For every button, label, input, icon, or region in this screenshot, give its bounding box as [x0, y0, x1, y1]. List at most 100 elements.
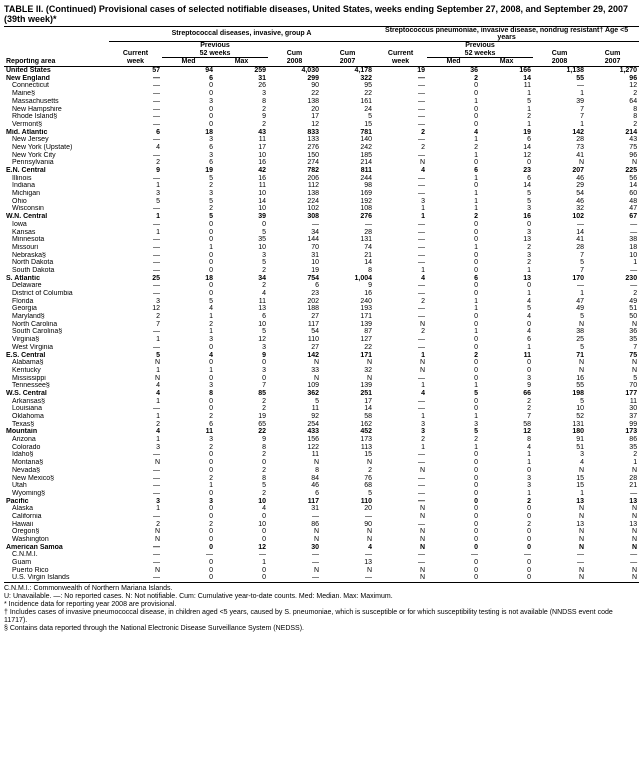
row-label: Guam [4, 559, 109, 567]
data-cell: — [109, 290, 162, 298]
table-row: Idaho§—021115—0132 [4, 451, 639, 459]
data-cell: 96 [586, 75, 639, 83]
data-cell: 2 [480, 398, 533, 406]
data-cell: 1 [109, 398, 162, 406]
data-cell: 2 [109, 313, 162, 321]
data-cell: 34 [268, 229, 321, 237]
data-cell: 1 [480, 290, 533, 298]
data-cell: — [374, 559, 427, 567]
data-cell: N [374, 367, 427, 375]
data-cell: 8 [215, 444, 268, 452]
data-cell: 206 [268, 175, 321, 183]
data-cell: 214 [586, 129, 639, 137]
data-cell: 1 [427, 244, 480, 252]
data-cell: 0 [215, 221, 268, 229]
data-cell: N [374, 528, 427, 536]
data-cell: N [374, 359, 427, 367]
data-cell: 0 [427, 252, 480, 260]
table-row: West Virginia—032722—0157 [4, 344, 639, 352]
data-cell: 109 [268, 382, 321, 390]
row-label: Pacific [4, 498, 109, 506]
data-cell: 11 [215, 136, 268, 144]
data-cell: N [533, 544, 586, 552]
data-cell: 0 [427, 490, 480, 498]
row-label: Washington [4, 536, 109, 544]
data-cell: 0 [162, 505, 215, 513]
table-row: U.S. Virgin Islands—00——N00NN [4, 574, 639, 582]
data-cell: 21 [321, 252, 374, 260]
row-label: Vermont§ [4, 121, 109, 129]
data-cell: — [109, 282, 162, 290]
data-cell: 17 [321, 398, 374, 406]
data-cell: 0 [427, 121, 480, 129]
data-cell: 4 [162, 305, 215, 313]
row-label: Maryland§ [4, 313, 109, 321]
data-cell: 0 [162, 459, 215, 467]
data-cell: 5 [533, 398, 586, 406]
table-row: Maryland§21627171—04550 [4, 313, 639, 321]
row-label: Nebraska§ [4, 252, 109, 260]
data-cell: 0 [215, 528, 268, 536]
data-cell: 11 [480, 82, 533, 90]
data-cell: 13 [215, 305, 268, 313]
data-cell: 39 [215, 213, 268, 221]
data-cell: 27 [268, 344, 321, 352]
table-row: Kentucky1133332N00NN [4, 367, 639, 375]
data-cell: 185 [321, 152, 374, 160]
data-cell: 0 [162, 528, 215, 536]
table-row: MississippiN00NN—03165 [4, 375, 639, 383]
data-cell: 144 [268, 236, 321, 244]
data-cell: — [533, 221, 586, 229]
data-cell: 11 [480, 352, 533, 360]
data-cell: 0 [427, 82, 480, 90]
table-title: TABLE II. (Continued) Provisional cases … [4, 4, 637, 24]
data-cell: — [109, 244, 162, 252]
data-cell: 2 [427, 352, 480, 360]
data-cell: 1 [374, 352, 427, 360]
data-cell: 4 [427, 129, 480, 137]
data-cell: N [533, 321, 586, 329]
table-row: Delaware—0269—00—— [4, 282, 639, 290]
data-cell: 1 [480, 344, 533, 352]
cum-label-1b: Cum [321, 50, 374, 58]
data-cell: 10 [215, 190, 268, 198]
data-cell: — [109, 221, 162, 229]
current-label-2: Current [374, 50, 427, 58]
data-cell: 38 [586, 236, 639, 244]
data-cell: 1 [109, 505, 162, 513]
row-label: Mid. Atlantic [4, 129, 109, 137]
data-cell: 1 [427, 198, 480, 206]
data-cell: 6 [215, 313, 268, 321]
data-cell: 18 [586, 244, 639, 252]
table-row: Maine§—032222—0112 [4, 90, 639, 98]
data-cell: 26 [215, 82, 268, 90]
row-label: Puerto Rico [4, 567, 109, 575]
data-cell: N [268, 567, 321, 575]
table-row: E.S. Central54914217112117175 [4, 352, 639, 360]
data-cell: 1 [427, 205, 480, 213]
data-cell: — [109, 98, 162, 106]
table-row: Vermont§—021215—0112 [4, 121, 639, 129]
data-cell: — [109, 113, 162, 121]
data-cell: N [268, 359, 321, 367]
data-cell: 1 [480, 459, 533, 467]
data-cell: 276 [321, 213, 374, 221]
data-cell: 2 [162, 321, 215, 329]
footnotes: C.N.M.I.: Commonwealth of Northern Maria… [4, 585, 637, 633]
data-cell: 31 [215, 75, 268, 83]
data-cell: 110 [321, 498, 374, 506]
data-cell: 166 [480, 67, 533, 75]
row-label: Oregon§ [4, 528, 109, 536]
data-cell: 0 [480, 321, 533, 329]
row-label: United States [4, 67, 109, 75]
row-label: Iowa [4, 221, 109, 229]
table-row: Rhode Island§—09175—0278 [4, 113, 639, 121]
data-cell: 6 [109, 129, 162, 137]
data-cell: 1 [427, 444, 480, 452]
data-cell: 8 [586, 113, 639, 121]
data-cell: — [109, 152, 162, 160]
col-max-1: Max [215, 58, 268, 67]
data-cell: 0 [427, 574, 480, 582]
data-cell: N [586, 321, 639, 329]
data-cell: 3 [162, 136, 215, 144]
